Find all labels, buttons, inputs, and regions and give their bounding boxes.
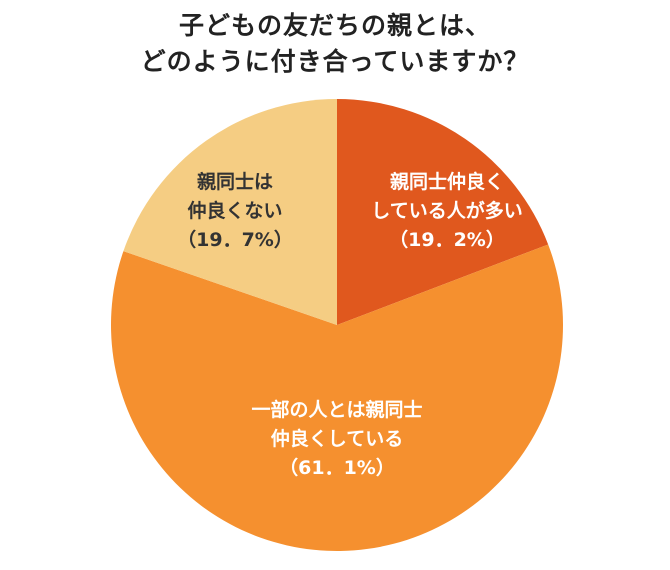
slice-value-label: （19．7%） <box>177 228 293 251</box>
chart-title-line-2: どのように付き合っていますか？ <box>140 47 530 76</box>
slice-value-label: （19．2%） <box>389 228 505 251</box>
slice-label-text: 仲良くない <box>187 199 282 222</box>
slice-label-text: 親同士は <box>197 170 273 193</box>
slice-label-text: 一部の人とは親同士 <box>251 398 422 421</box>
slice-label-text: 親同士仲良く <box>390 170 504 193</box>
slice-label-text: している人が多い <box>371 199 522 222</box>
pie-slice-3 <box>123 99 337 325</box>
slice-label-text: 仲良くしている <box>271 427 403 450</box>
pie-slice-2 <box>111 244 564 552</box>
pie-slice-1 <box>337 99 549 325</box>
slice-value-label: （61．1%） <box>279 456 395 479</box>
chart-title: 子どもの友だちの親とは、 どのように付き合っていますか？ <box>0 8 670 80</box>
chart-title-line-1: 子どもの友だちの親とは、 <box>178 11 491 40</box>
